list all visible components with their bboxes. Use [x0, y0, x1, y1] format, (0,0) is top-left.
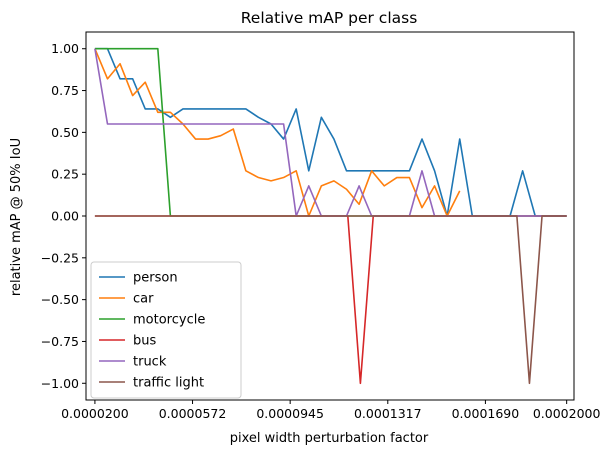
- legend-label: traffic light: [133, 376, 204, 391]
- x-tick-label: 0.0000945: [256, 406, 324, 421]
- x-tick-label: 0.0000200: [61, 406, 129, 421]
- plot-area: 0.0000200 0.0000572 0.0000945 0.0001317 0.00…: [41, 31, 601, 421]
- y-tick-label: −0.50: [41, 292, 79, 307]
- series-line-truck: [94, 48, 567, 217]
- y-tick-label: −1.00: [41, 376, 79, 391]
- legend-label: truck: [133, 355, 167, 370]
- series-line-traffic-light: [94, 215, 567, 385]
- legend-label: bus: [133, 334, 156, 349]
- legend-box: [90, 261, 242, 399]
- series-line-car: [94, 48, 461, 217]
- y-tick-label: 0.75: [51, 83, 79, 98]
- y-tick-label: 0.50: [51, 125, 79, 140]
- y-axis-label: relative mAP @ 50% IoU: [9, 138, 24, 296]
- chart-title: Relative mAP per class: [241, 9, 418, 27]
- y-tick-label: 0.00: [51, 209, 79, 224]
- x-tick-label: 0.0001317: [354, 406, 422, 421]
- y-tick-label: −0.75: [41, 334, 79, 349]
- x-tick-label: 0.0001690: [452, 406, 520, 421]
- x-tick-label: 0.0002000: [533, 406, 601, 421]
- y-tick-label: −0.25: [41, 250, 79, 265]
- x-tick-label: 0.0000572: [159, 406, 227, 421]
- legend: person car motorcycle bus truck traffic light: [90, 261, 242, 399]
- legend-label: motorcycle: [133, 313, 205, 328]
- y-tick-label: 1.00: [51, 41, 79, 56]
- legend-label: person: [133, 271, 178, 286]
- y-tick-label: 0.25: [51, 167, 79, 182]
- x-axis-label: pixel width perturbation factor: [230, 431, 429, 446]
- legend-label: car: [133, 292, 154, 307]
